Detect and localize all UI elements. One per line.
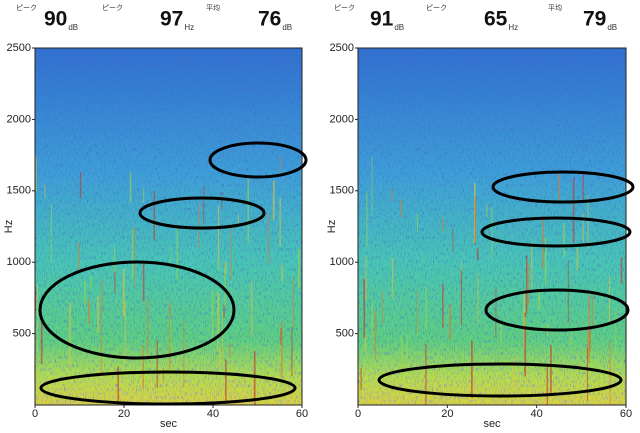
annotation-ellipse	[484, 288, 630, 332]
y-tick-label: 1000	[7, 256, 31, 268]
y-tick-label: 2500	[330, 42, 354, 54]
x-axis-label: sec	[483, 418, 501, 430]
header-label: ピーク	[102, 4, 123, 12]
header-label: ピーク	[16, 4, 37, 12]
header-value: 76	[258, 8, 281, 31]
header-unit: dB	[607, 23, 617, 32]
x-tick-label: 40	[207, 408, 219, 420]
header-value: 65	[484, 8, 508, 31]
header-value: 79	[583, 8, 606, 31]
annotation-ellipse	[39, 370, 297, 406]
x-tick-label: 60	[296, 408, 308, 420]
header-value: 91	[370, 8, 394, 31]
annotation-ellipse	[491, 170, 635, 204]
header-label: ピーク	[334, 4, 355, 12]
header-unit: dB	[68, 23, 78, 32]
annotation-ellipse	[208, 141, 308, 179]
header-unit: Hz	[508, 23, 518, 32]
header-label: 平均	[206, 3, 220, 12]
x-tick-label: 0	[355, 408, 361, 420]
x-tick-label: 20	[441, 408, 453, 420]
x-tick-label: 0	[32, 408, 38, 420]
y-tick-label: 2000	[7, 113, 31, 125]
x-tick-label: 20	[118, 408, 130, 420]
x-axis-label: sec	[160, 418, 178, 430]
y-tick-label: 500	[13, 328, 31, 340]
annotation-ellipse	[377, 362, 623, 398]
x-tick-label: 40	[531, 408, 543, 420]
header-label: 平均	[548, 3, 562, 12]
panel-divider	[318, 0, 323, 433]
header-unit: Hz	[184, 23, 194, 32]
header-value: 90	[44, 8, 67, 31]
header-label: ピーク	[426, 4, 447, 12]
y-tick-label: 2500	[7, 42, 31, 54]
annotation-ellipse	[38, 260, 236, 360]
annotation-ellipse	[480, 216, 632, 248]
y-tick-label: 500	[336, 328, 354, 340]
header-value: 97	[160, 8, 183, 31]
y-tick-label: 2000	[330, 113, 354, 125]
y-axis-label: Hz	[326, 220, 338, 233]
y-tick-label: 1500	[7, 185, 31, 197]
y-axis-label: Hz	[3, 220, 15, 233]
x-tick-label: 60	[620, 408, 632, 420]
header-unit: dB	[394, 23, 404, 32]
header-unit: dB	[282, 23, 292, 32]
annotation-ellipse	[138, 196, 266, 230]
y-tick-label: 1000	[330, 256, 354, 268]
y-tick-label: 1500	[330, 185, 354, 197]
